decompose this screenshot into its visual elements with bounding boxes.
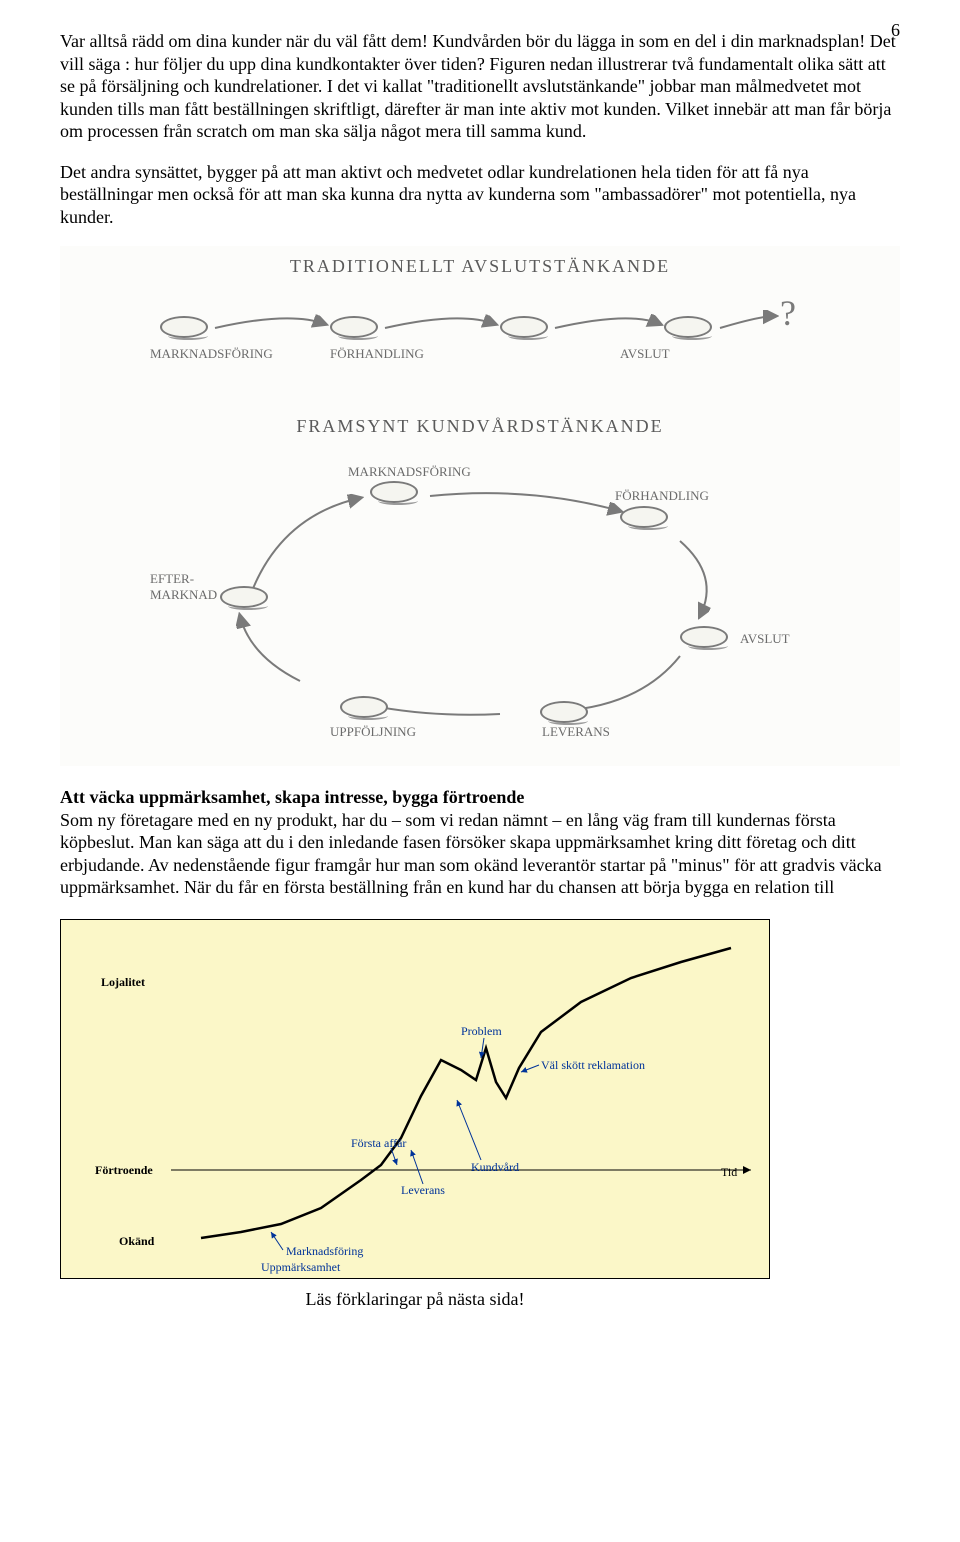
sketch-label-marknadsforing-2: MARKNADSFÖRING bbox=[348, 464, 471, 480]
arrow-leverans bbox=[411, 1150, 423, 1184]
sketch-label-avslut-2: AVSLUT bbox=[740, 631, 790, 647]
stone-icon bbox=[680, 626, 728, 648]
arrow-marknadsforing bbox=[271, 1232, 283, 1250]
sketch-title-top: TRADITIONELLT AVSLUTSTÄNKANDE bbox=[60, 256, 900, 277]
sketch-label-forhandling-2: FÖRHANDLING bbox=[615, 488, 709, 504]
stone-icon bbox=[620, 506, 668, 528]
ann-problem: Problem bbox=[461, 1024, 502, 1039]
bottom-caption: Läs förklaringar på nästa sida! bbox=[60, 1289, 770, 1310]
page: 6 Var alltså rädd om dina kunder när du … bbox=[0, 0, 960, 1350]
sketch-label-leverans: LEVERANS bbox=[542, 724, 610, 740]
paragraph-3: Att väcka uppmärksamhet, skapa intresse,… bbox=[60, 786, 900, 899]
paragraph-3-body: Som ny företagare med en ny produkt, har… bbox=[60, 810, 882, 898]
ann-leverans: Leverans bbox=[401, 1183, 445, 1198]
sketch-label-uppfoljning: UPPFÖLJNING bbox=[330, 724, 416, 740]
y-label-lojalitet: Lojalitet bbox=[101, 975, 145, 990]
stone-icon bbox=[370, 481, 418, 503]
paragraph-1: Var alltså rädd om dina kunder när du vä… bbox=[60, 30, 900, 143]
x-label-tid: Tid bbox=[721, 1165, 737, 1180]
arrow-kundvard bbox=[457, 1100, 481, 1160]
ann-forsta-affar: Första affär bbox=[351, 1136, 406, 1151]
arrow-reklamation bbox=[521, 1065, 539, 1072]
sketch-title-mid: FRAMSYNT KUNDVÅRDSTÄNKANDE bbox=[60, 416, 900, 437]
sketch-label-forhandling-1: FÖRHANDLING bbox=[330, 346, 424, 362]
stone-icon bbox=[540, 701, 588, 723]
x-axis-arrow-icon bbox=[743, 1166, 751, 1174]
ann-kundvard: Kundvård bbox=[471, 1160, 519, 1175]
ann-marknadsforing: Marknadsföring bbox=[286, 1244, 363, 1259]
paragraph-2: Det andra synsättet, bygger på att man a… bbox=[60, 161, 900, 229]
page-number: 6 bbox=[891, 20, 900, 41]
section-heading: Att väcka uppmärksamhet, skapa intresse,… bbox=[60, 787, 524, 807]
sketch-diagram: TRADITIONELLT AVSLUTSTÄNKANDE ? MARKNADS… bbox=[60, 246, 900, 766]
y-label-fortroende: Förtroende bbox=[95, 1163, 153, 1178]
sketch-label-eftermarknad: EFTER- MARKNAD bbox=[150, 571, 217, 603]
chart-svg bbox=[61, 920, 771, 1280]
trust-curve-chart: Lojalitet Förtroende Okänd Tid Problem V… bbox=[60, 919, 770, 1279]
ann-uppmarksamhet: Uppmärksamhet bbox=[261, 1260, 340, 1275]
ann-reklamation: Väl skött reklamation bbox=[541, 1058, 645, 1073]
y-label-okand: Okänd bbox=[119, 1234, 154, 1249]
stone-icon bbox=[340, 696, 388, 718]
stone-icon bbox=[220, 586, 268, 608]
sketch-label-marknadsforing-1: MARKNADSFÖRING bbox=[150, 346, 273, 362]
trust-curve-line bbox=[201, 948, 731, 1238]
sketch-label-avslut-1: AVSLUT bbox=[620, 346, 670, 362]
